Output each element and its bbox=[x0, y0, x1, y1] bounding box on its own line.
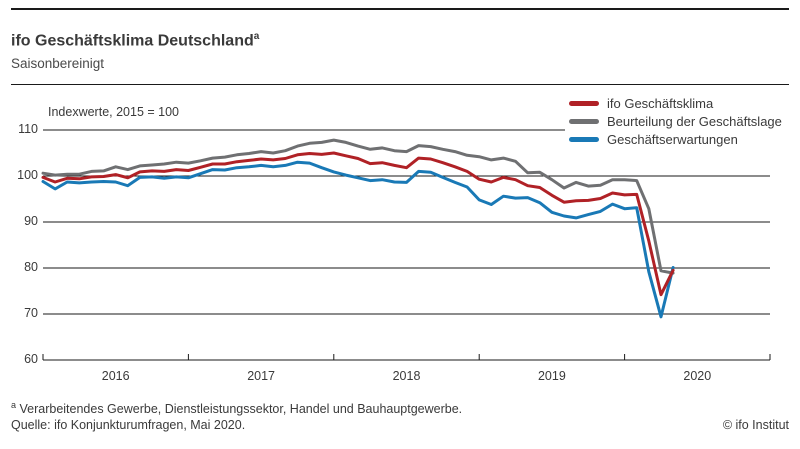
chart-subtitle: Saisonbereinigt bbox=[11, 56, 105, 71]
x-axis-label-2019: 2019 bbox=[537, 369, 566, 383]
y-axis-label-70: 70 bbox=[24, 306, 38, 320]
legend-swatch-gesch-ftserwartungen bbox=[569, 136, 599, 142]
legend-label: ifo Geschäftsklima bbox=[607, 95, 714, 111]
legend-swatch-beurteilung-der-gesch-ftslage bbox=[569, 118, 599, 124]
legend-item-ifo-gesch-ftsklima: ifo Geschäftsklima bbox=[569, 94, 782, 112]
x-axis-label-2018: 2018 bbox=[392, 369, 421, 383]
legend-label: Geschäftserwartungen bbox=[607, 131, 738, 147]
x-axis-label-2016: 2016 bbox=[101, 369, 130, 383]
y-axis-label-90: 90 bbox=[24, 214, 38, 228]
x-axis-label-2017: 2017 bbox=[247, 369, 275, 383]
legend-item-beurteilung-der-gesch-ftslage: Beurteilung der Geschäftslage bbox=[569, 112, 782, 130]
footnote-text: Verarbeitendes Gewerbe, Dienstleistungss… bbox=[19, 402, 463, 417]
series-line-beurteilung-der-gesch-ftslage bbox=[41, 138, 675, 275]
chart-legend: ifo Geschäftsklima Beurteilung der Geschä… bbox=[565, 92, 786, 150]
x-axis-label-2020: 2020 bbox=[683, 369, 712, 383]
unit-label: Indexwerte, 2015 = 100 bbox=[48, 105, 179, 119]
title-footnote-marker: a bbox=[253, 31, 260, 42]
source-text: Quelle: ifo Konjunkturumfragen, Mai 2020… bbox=[11, 418, 246, 432]
series-line-ifo-gesch-ftsklima bbox=[41, 151, 675, 297]
footnote-marker: a bbox=[11, 400, 17, 410]
chart-footnote: a Verarbeitendes Gewerbe, Dienstleistung… bbox=[11, 400, 462, 416]
page-title-text: ifo Geschäftsklima Deutschland bbox=[11, 32, 254, 50]
y-axis-label-110: 110 bbox=[18, 122, 38, 136]
y-axis-label-100: 100 bbox=[17, 168, 38, 182]
series-line-gesch-ftserwartungen bbox=[41, 160, 675, 319]
header-divider bbox=[11, 84, 789, 85]
copyright-text: © ifo Institut bbox=[722, 418, 789, 432]
y-axis-label-80: 80 bbox=[24, 260, 38, 274]
legend-swatch-ifo-gesch-ftsklima bbox=[569, 100, 599, 106]
top-rule bbox=[11, 8, 789, 10]
y-axis-label-60: 60 bbox=[24, 352, 38, 366]
legend-item-gesch-ftserwartungen: Geschäftserwartungen bbox=[569, 130, 782, 148]
page-title: ifo Geschäftsklima Deutschlanda bbox=[11, 31, 259, 50]
legend-label: Beurteilung der Geschäftslage bbox=[607, 113, 782, 129]
